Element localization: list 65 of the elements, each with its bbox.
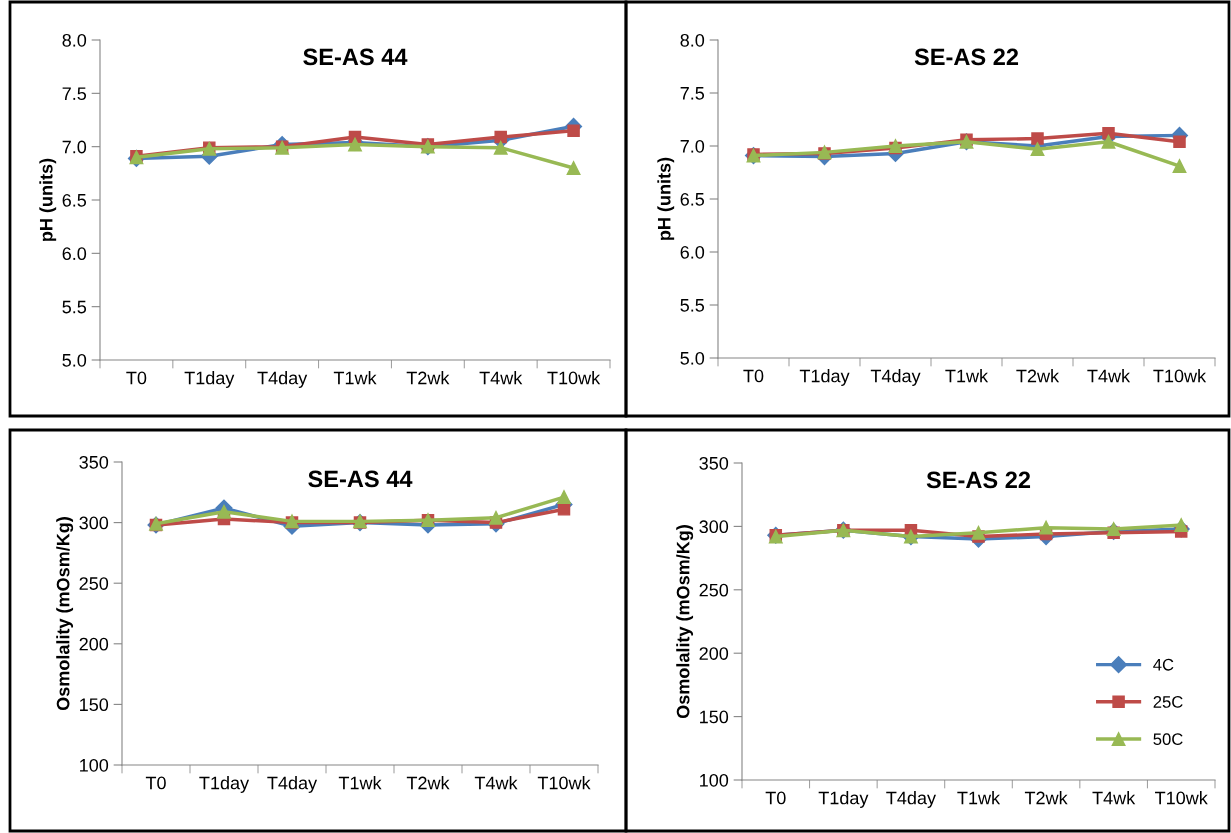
y-tick-label: 150 (80, 698, 109, 712)
y-tick-label: 7.5 (62, 87, 87, 101)
x-tick-label: T0 (145, 776, 166, 790)
y-tick-label: 5.0 (62, 353, 87, 367)
y-tick-label: 250 (79, 577, 109, 590)
y-tick-label: 8.0 (62, 33, 87, 47)
x-tick-label: T4wk (479, 371, 523, 385)
y-tick-label: 6.5 (680, 192, 705, 206)
y-tick-label: 150 (700, 710, 729, 724)
x-tick-label: T10wk (1153, 369, 1207, 383)
x-tick-label: T2wk (1016, 369, 1060, 383)
x-tick-label: T4day (886, 791, 936, 808)
x-tick-label: T4wk (474, 776, 518, 790)
y-tick-label: 300 (79, 516, 109, 530)
y-tick-label: 350 (79, 455, 109, 469)
y-tick-label: 5.5 (680, 299, 705, 312)
y-axis-title: Osmolality (mOsm/Kg) (676, 525, 694, 719)
x-tick-label: T2wk (406, 371, 450, 385)
y-tick-label: 100 (80, 758, 109, 772)
x-tick-label: T2wk (406, 776, 450, 790)
x-tick-label: T1wk (338, 776, 382, 790)
x-tick-label: T1day (184, 371, 235, 388)
chart-title: SE-AS 44 (303, 48, 408, 66)
x-tick-label: T1day (199, 776, 250, 793)
y-tick-label: 7.0 (680, 139, 705, 153)
y-tick-label: 5.0 (680, 351, 705, 365)
x-tick-label: T1wk (333, 371, 377, 385)
chart-title: SE-AS 22 (926, 471, 1031, 489)
y-tick-label: 250 (699, 583, 729, 597)
y-tick-label: 6.0 (680, 245, 705, 259)
x-tick-label: T0 (743, 369, 764, 383)
x-tick-label: T4day (870, 369, 921, 386)
legend-label: 50C (1153, 733, 1183, 746)
x-tick-label: T4wk (1092, 791, 1136, 805)
y-tick-label: 7.5 (680, 87, 705, 100)
x-tick-label: T0 (126, 371, 147, 385)
legend-label: 25C (1153, 696, 1183, 708)
x-tick-label: T1wk (957, 791, 1001, 805)
y-tick-label: 6.5 (62, 193, 87, 207)
x-tick-label: T4day (267, 776, 318, 793)
x-tick-label: T10wk (1155, 791, 1208, 805)
x-tick-label: T10wk (547, 371, 601, 385)
x-tick-label: T4day (257, 371, 308, 388)
x-tick-label: T1day (818, 791, 869, 808)
x-tick-label: T10wk (537, 776, 591, 790)
y-tick-label: 200 (699, 647, 729, 660)
y-tick-label: 300 (699, 520, 729, 534)
chart-title: SE-AS 22 (914, 48, 1019, 66)
x-tick-label: T4wk (1087, 369, 1131, 383)
y-tick-label: 5.5 (62, 300, 87, 314)
y-tick-label: 6.0 (62, 247, 87, 261)
x-tick-label: T2wk (1024, 791, 1068, 805)
y-tick-label: 8.0 (680, 33, 705, 47)
x-tick-label: T0 (765, 791, 786, 805)
y-axis-title: Osmolality (mOsm/Kg) (56, 517, 74, 711)
y-tick-label: 200 (79, 637, 109, 651)
chart-title: SE-AS 44 (308, 470, 413, 488)
y-tick-label: 100 (700, 773, 729, 787)
y-axis-title: pH (units) (39, 158, 57, 241)
y-axis-title: pH (units) (657, 157, 675, 240)
y-tick-label: 350 (699, 456, 729, 470)
y-tick-label: 7.0 (62, 140, 87, 154)
legend-label: 4C (1153, 658, 1174, 671)
x-tick-label: T1wk (945, 369, 989, 383)
x-tick-label: T1day (799, 369, 850, 386)
